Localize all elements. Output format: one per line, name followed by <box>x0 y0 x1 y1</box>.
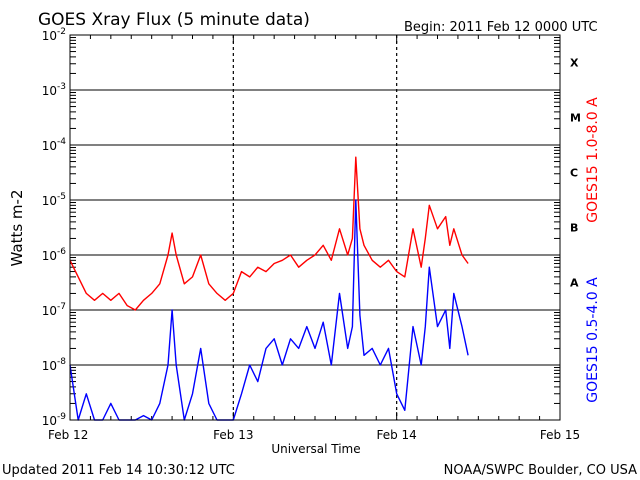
legend-short-channel: GOES15 0.5-4.0 A <box>585 277 601 403</box>
y-tick-label: 10-4 <box>42 137 67 153</box>
x-tick-labels: Feb 12 Feb 13 Feb 14 Feb 15 <box>48 428 580 442</box>
flare-class-X: X <box>570 57 579 70</box>
chart-title: GOES Xray Flux (5 minute data) <box>38 10 310 30</box>
y-axis-label: Watts m-2 <box>8 190 26 267</box>
axis-ticks <box>69 35 561 421</box>
series-layer <box>69 156 469 421</box>
flare-class-labels: A B C M X <box>570 57 581 290</box>
begin-time-label: Begin: 2011 Feb 12 0000 UTC <box>404 20 598 35</box>
x-tick-label: Feb 13 <box>213 428 253 442</box>
flare-class-C: C <box>570 167 578 180</box>
series-line-short-channel <box>69 199 469 421</box>
gridlines <box>70 35 560 420</box>
y-tick-label: 10-6 <box>42 247 67 263</box>
credit-label: NOAA/SWPC Boulder, CO USA <box>444 463 637 478</box>
x-tick-label: Feb 15 <box>540 428 580 442</box>
x-axis-label: Universal Time <box>271 442 360 456</box>
y-tick-labels: 10-9 10-8 10-7 10-6 10-5 10-4 10-3 10-2 <box>42 27 67 428</box>
legend-long-channel: GOES15 1.0-8.0 A <box>585 97 601 223</box>
y-tick-label: 10-9 <box>42 412 67 428</box>
flare-class-A: A <box>570 277 579 290</box>
y-tick-label: 10-5 <box>42 192 66 208</box>
y-tick-label: 10-3 <box>42 82 66 98</box>
x-tick-label: Feb 14 <box>376 428 416 442</box>
flare-class-B: B <box>570 222 578 235</box>
series-line-long-channel <box>69 156 469 311</box>
y-tick-label: 10-2 <box>42 27 66 43</box>
updated-timestamp: Updated 2011 Feb 14 10:30:12 UTC <box>2 463 235 478</box>
plot-frame <box>69 34 561 421</box>
x-tick-label: Feb 12 <box>48 428 88 442</box>
y-tick-label: 10-8 <box>42 357 67 373</box>
y-tick-label: 10-7 <box>42 302 66 318</box>
flare-class-M: M <box>570 112 581 125</box>
